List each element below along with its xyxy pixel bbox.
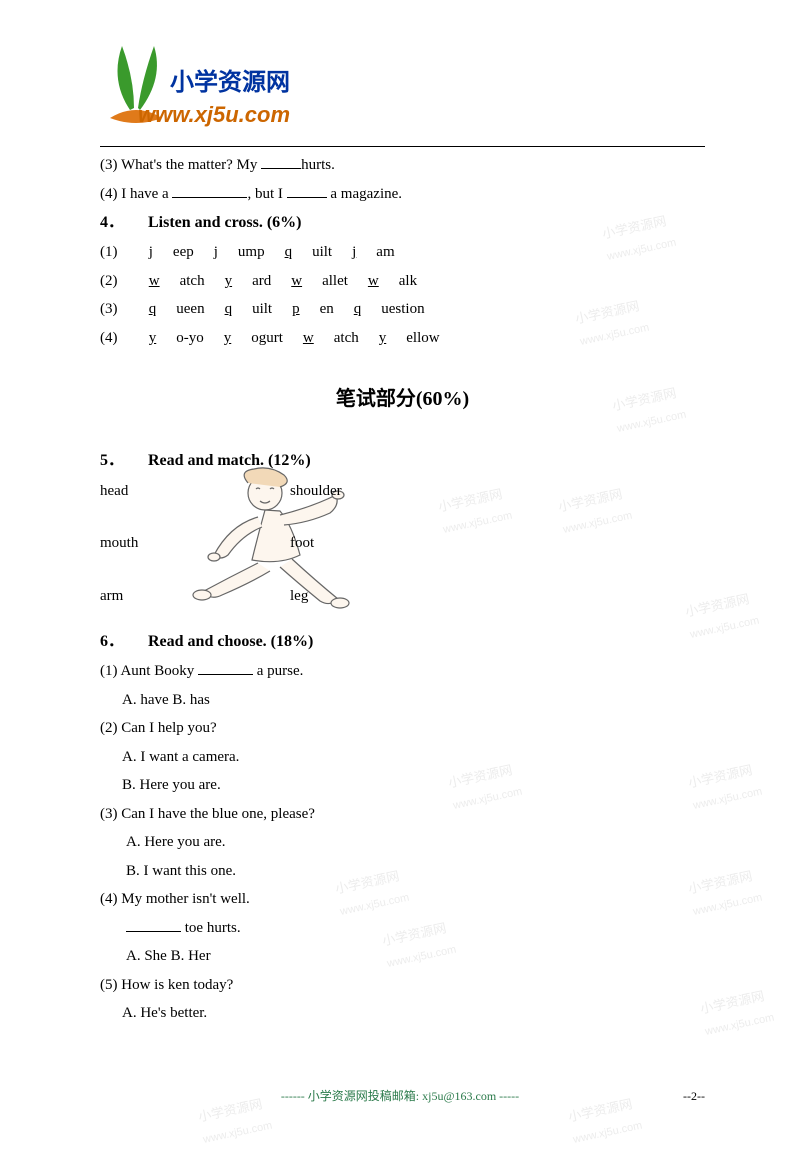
section4-row-4: (4) yo-yo yogurt watch yellow [100,324,705,353]
q6-4-text-b: toe hurts. [181,920,241,936]
logo-header: 小学资源网 www.xj5u.com [100,40,705,140]
word: question [354,295,425,324]
q3-num: (3) [100,157,118,173]
word: jeep [149,238,194,267]
word: watch [149,267,205,296]
row-num: (1) [100,238,129,267]
match-row: mouth foot [100,529,705,558]
q6-2-opt-b: B. Here you are. [100,771,705,800]
watermark: 小学资源网www.xj5u.com [698,983,776,1042]
word: yo-yo [149,324,204,353]
q6-5-stem: (5) How is ken today? [100,971,705,1000]
q4-blank-2[interactable] [287,184,327,198]
match-left-label: mouth [100,529,210,558]
q3-text-a: What's the matter? My [121,157,261,173]
q4-text-c: a magazine. [327,186,402,202]
word: quilt [225,295,273,324]
q6-1-blank[interactable] [198,662,253,676]
q6-4-text: My mother isn't well. [121,891,250,907]
section-4-num: 4． [100,208,148,238]
word: yellow [379,324,440,353]
q6-3-stem: (3) Can I have the blue one, please? [100,800,705,829]
q6-1-text-a: Aunt Booky [120,663,198,679]
question-3-line: (3) What's the matter? My hurts. [100,151,705,180]
q6-3-text: Can I have the blue one, please? [121,806,315,822]
q6-2-text: Can I help you? [121,720,216,736]
section4-row-3: (3) queen quilt pen question [100,295,705,324]
q6-2-opt-a: A. I want a camera. [100,743,705,772]
q6-5-num: (5) [100,977,118,993]
row-num: (2) [100,267,129,296]
page-number: --2-- [683,1085,705,1108]
word: pen [292,295,334,324]
q4-num: (4) [100,186,118,202]
row-num: (4) [100,324,129,353]
section-6-title: Read and choose. (18%) [148,633,313,650]
header-divider [100,146,705,147]
q6-1-options: A. have B. has [100,686,705,715]
word: jam [352,238,395,267]
match-row: head shoulder [100,477,705,506]
q6-4-num: (4) [100,891,118,907]
q6-3-opt-a: A. Here you are. [100,828,705,857]
logo-url-text: www.xj5u.com [138,94,290,136]
q4-blank-1[interactable] [172,184,247,198]
match-row: arm leg [100,582,705,611]
match-left-label: head [100,477,210,506]
q6-2-num: (2) [100,720,118,736]
q6-4-blank[interactable] [126,918,181,932]
word: quilt [285,238,333,267]
q6-3-num: (3) [100,806,118,822]
q6-1-text-b: a purse. [253,663,303,679]
q6-4-stem2: toe hurts. [100,914,705,943]
q6-5-text: How is ken today? [121,977,233,993]
q6-4-stem: (4) My mother isn't well. [100,885,705,914]
section-6-num: 6． [100,627,148,657]
q6-4-options: A. She B. Her [100,942,705,971]
section4-row-1: (1) jeep jump quilt jam [100,238,705,267]
word: watch [303,324,359,353]
match-right-label: shoulder [290,477,342,506]
match-right-label: leg [290,582,308,611]
q4-text-a: I have a [121,186,172,202]
q6-2-stem: (2) Can I help you? [100,714,705,743]
word: walk [368,267,417,296]
match-container: head shoulder mouth foot arm leg [100,477,705,627]
section-4-title: Listen and cross. (6%) [148,214,302,231]
question-4-line: (4) I have a , but I a magazine. [100,180,705,209]
section-5-num: 5． [100,446,148,476]
footer-text: ------ 小学资源网投稿邮箱: xj5u@163.com ----- [0,1085,800,1108]
section-4-heading: 4．Listen and cross. (6%) [100,208,705,238]
q6-3-opt-b: B. I want this one. [100,857,705,886]
word: yogurt [224,324,283,353]
section-6-heading: 6．Read and choose. (18%) [100,627,705,657]
row-num: (3) [100,295,129,324]
q6-5-opt-a: A. He's better. [100,999,705,1028]
q6-1-stem: (1) Aunt Booky a purse. [100,657,705,686]
q6-1-num: (1) [100,663,118,679]
word: wallet [291,267,348,296]
word: queen [149,295,205,324]
match-right-label: foot [290,529,314,558]
written-section-title: 笔试部分(60%) [100,380,705,418]
match-left-label: arm [100,582,210,611]
word: yard [225,267,272,296]
q3-text-b: hurts. [301,157,335,173]
section4-row-2: (2) watch yard wallet walk [100,267,705,296]
q3-blank[interactable] [261,156,301,170]
word: jump [214,238,265,267]
q4-text-b: , but I [247,186,286,202]
